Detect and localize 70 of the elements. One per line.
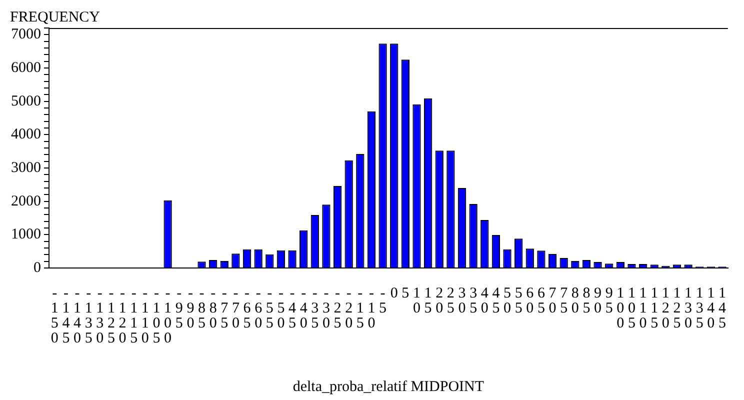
x-tick-label: -100 — [164, 285, 172, 346]
x-tick-label: -75 — [220, 285, 229, 332]
x-tick-label: -120 — [118, 285, 126, 346]
x-tick-label: -5 — [379, 285, 387, 316]
x-tick-label: 115 — [650, 285, 658, 332]
x-tick-label: -35 — [311, 285, 319, 332]
x-tick-label: 60 — [526, 285, 534, 316]
x-tick-label: -115 — [130, 285, 138, 346]
x-tick-label: -70 — [232, 285, 240, 332]
x-tick-label: 105 — [628, 285, 636, 332]
y-tick-label: 4000 — [11, 126, 41, 143]
x-tick-label: -80 — [209, 285, 217, 332]
y-axis-title: FREQUENCY — [10, 9, 100, 26]
x-tick-label: -135 — [84, 285, 92, 346]
y-tick-label: 1000 — [11, 226, 41, 243]
x-tick-label: -95 — [175, 285, 183, 332]
x-tick-label: -110 — [141, 285, 149, 346]
x-tick-label: -10 — [368, 285, 376, 332]
x-tick-label: -45 — [288, 285, 297, 332]
x-tick-label: 125 — [673, 285, 681, 332]
x-tick-label: -15 — [356, 285, 364, 332]
x-tick-label: -50 — [277, 285, 285, 332]
x-tick-label: -65 — [243, 285, 252, 332]
y-tick-label: 3000 — [11, 160, 41, 176]
x-tick-label: -125 — [107, 285, 115, 346]
x-tick-label: 0 — [390, 285, 398, 302]
x-axis-title: delta_proba_relatif MIDPOINT — [292, 378, 484, 395]
x-tick-label: 110 — [639, 285, 647, 332]
x-tick-label: 100 — [616, 285, 624, 332]
x-tick-label: 45 — [492, 285, 500, 316]
x-tick-label: -145 — [62, 285, 70, 346]
x-tick-label: 145 — [718, 285, 726, 332]
x-tick-label: 30 — [458, 285, 466, 316]
x-tick-label: 75 — [560, 285, 568, 316]
x-tick-label: -40 — [300, 285, 308, 332]
x-tick-label: 80 — [571, 285, 579, 316]
x-tick-label: 40 — [480, 285, 489, 316]
x-tick-label: 10 — [412, 285, 420, 316]
y-tick-label: 7000 — [11, 26, 41, 43]
x-tick-label: 95 — [605, 285, 613, 316]
x-tick-label: 140 — [707, 285, 716, 332]
x-tick-label: 85 — [582, 285, 590, 316]
x-tick-label: -30 — [322, 285, 330, 332]
x-tick-label: 55 — [514, 285, 522, 316]
x-tick-label: -85 — [198, 285, 206, 332]
x-tick-label: -150 — [50, 285, 58, 346]
x-tick-label: 35 — [470, 285, 478, 316]
x-tick-label: -140 — [74, 285, 82, 346]
x-tick-label: -130 — [96, 285, 104, 346]
x-tick-label: 130 — [684, 285, 692, 332]
x-tick-label: -20 — [345, 285, 353, 332]
y-tick-label: 2000 — [11, 193, 41, 210]
x-tick-label: 15 — [424, 285, 432, 316]
y-tick-label: 6000 — [11, 60, 41, 76]
x-tick-label: -25 — [334, 285, 342, 332]
x-tick-label: -60 — [254, 285, 263, 332]
x-tick-label: 90 — [594, 285, 602, 316]
x-tick-label: 20 — [436, 285, 444, 316]
y-tick-label: 5000 — [11, 93, 41, 110]
x-tick-label: 5 — [402, 285, 410, 302]
x-tick-label: 65 — [537, 285, 546, 316]
x-tick-label: -55 — [266, 285, 274, 332]
x-tick-label: -105 — [152, 285, 160, 346]
x-tick-label: 50 — [504, 285, 512, 316]
x-tick-label: 135 — [696, 285, 704, 332]
y-tick-label: 0 — [34, 260, 41, 276]
x-tick-label: 25 — [446, 285, 454, 316]
x-tick-label: 120 — [662, 285, 670, 332]
x-tick-label: 70 — [548, 285, 557, 316]
x-tick-label: -90 — [186, 285, 194, 332]
